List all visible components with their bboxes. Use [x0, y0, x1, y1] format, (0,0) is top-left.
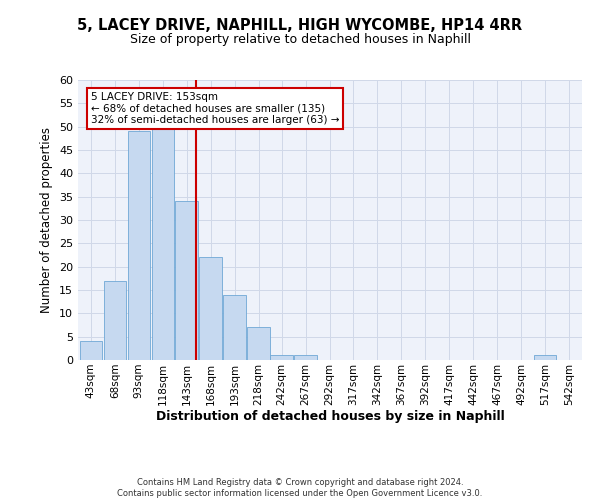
Text: Size of property relative to detached houses in Naphill: Size of property relative to detached ho…: [130, 32, 470, 46]
X-axis label: Distribution of detached houses by size in Naphill: Distribution of detached houses by size …: [155, 410, 505, 424]
Bar: [223, 294, 246, 360]
Bar: [534, 356, 556, 360]
Bar: [199, 258, 222, 360]
Text: 5, LACEY DRIVE, NAPHILL, HIGH WYCOMBE, HP14 4RR: 5, LACEY DRIVE, NAPHILL, HIGH WYCOMBE, H…: [77, 18, 523, 32]
Text: Contains HM Land Registry data © Crown copyright and database right 2024.
Contai: Contains HM Land Registry data © Crown c…: [118, 478, 482, 498]
Bar: [104, 280, 126, 360]
Bar: [152, 126, 174, 360]
Bar: [128, 132, 150, 360]
Bar: [295, 356, 317, 360]
Bar: [80, 342, 102, 360]
Bar: [175, 202, 198, 360]
Y-axis label: Number of detached properties: Number of detached properties: [40, 127, 53, 313]
Bar: [271, 356, 293, 360]
Text: 5 LACEY DRIVE: 153sqm
← 68% of detached houses are smaller (135)
32% of semi-det: 5 LACEY DRIVE: 153sqm ← 68% of detached …: [91, 92, 340, 125]
Bar: [247, 328, 270, 360]
